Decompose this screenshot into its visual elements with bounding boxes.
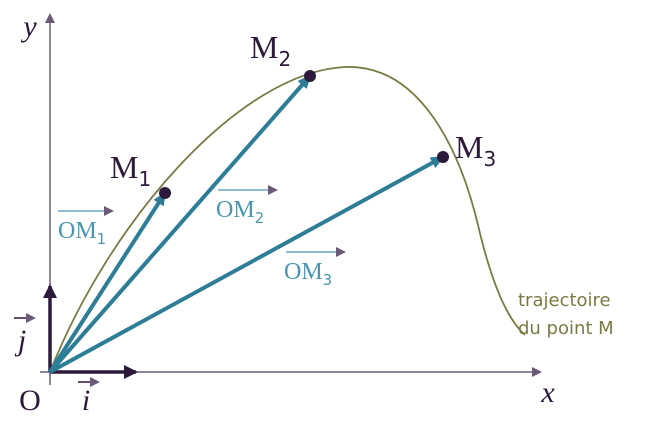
index: 2 (255, 209, 265, 227)
index: 3 (483, 147, 496, 171)
index: 2 (278, 47, 291, 71)
vector-om3 (49, 155, 445, 374)
index: 1 (138, 167, 151, 191)
name: OM (216, 197, 255, 223)
y-axis-label: y (20, 10, 37, 43)
point-m2 (304, 70, 316, 82)
unit-i-label: i (82, 384, 90, 417)
name: M (110, 149, 138, 185)
point-m1 (159, 187, 171, 199)
vector-om1 (48, 191, 167, 374)
index: 3 (323, 271, 333, 289)
trajectory-label: trajectoire (518, 290, 611, 311)
label-m3: M3 (455, 129, 496, 171)
vector-om2 (48, 74, 312, 374)
trajectory (49, 66, 526, 373)
label-m2: M2 (250, 29, 291, 71)
label-om2: OM2 (216, 197, 264, 227)
name: M (250, 29, 278, 65)
name: OM (284, 259, 323, 285)
name: M (455, 129, 483, 165)
origin-label: O (19, 384, 41, 417)
unit-j-label: j (14, 324, 26, 357)
label-om3: OM3 (284, 259, 332, 289)
name: OM (58, 218, 97, 244)
x-axis-label: x (540, 376, 555, 409)
label-om1: OM1 (58, 218, 106, 248)
label-m1: M1 (110, 149, 151, 191)
point-m3 (437, 151, 449, 163)
trajectory-label: du point M (518, 318, 614, 339)
index: 1 (97, 230, 107, 248)
